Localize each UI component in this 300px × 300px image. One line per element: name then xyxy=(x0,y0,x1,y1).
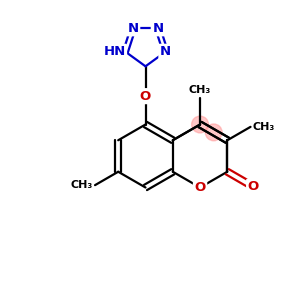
Text: N: N xyxy=(160,45,171,58)
Text: N: N xyxy=(128,22,139,35)
Circle shape xyxy=(205,124,222,141)
Text: O: O xyxy=(140,90,151,103)
Text: N: N xyxy=(152,22,164,35)
Text: CH₃: CH₃ xyxy=(253,122,275,132)
Text: CH₃: CH₃ xyxy=(189,85,211,95)
Text: HN: HN xyxy=(103,45,125,58)
Text: O: O xyxy=(194,181,206,194)
Text: O: O xyxy=(248,180,259,193)
Circle shape xyxy=(192,116,208,133)
Text: CH₃: CH₃ xyxy=(70,180,93,190)
